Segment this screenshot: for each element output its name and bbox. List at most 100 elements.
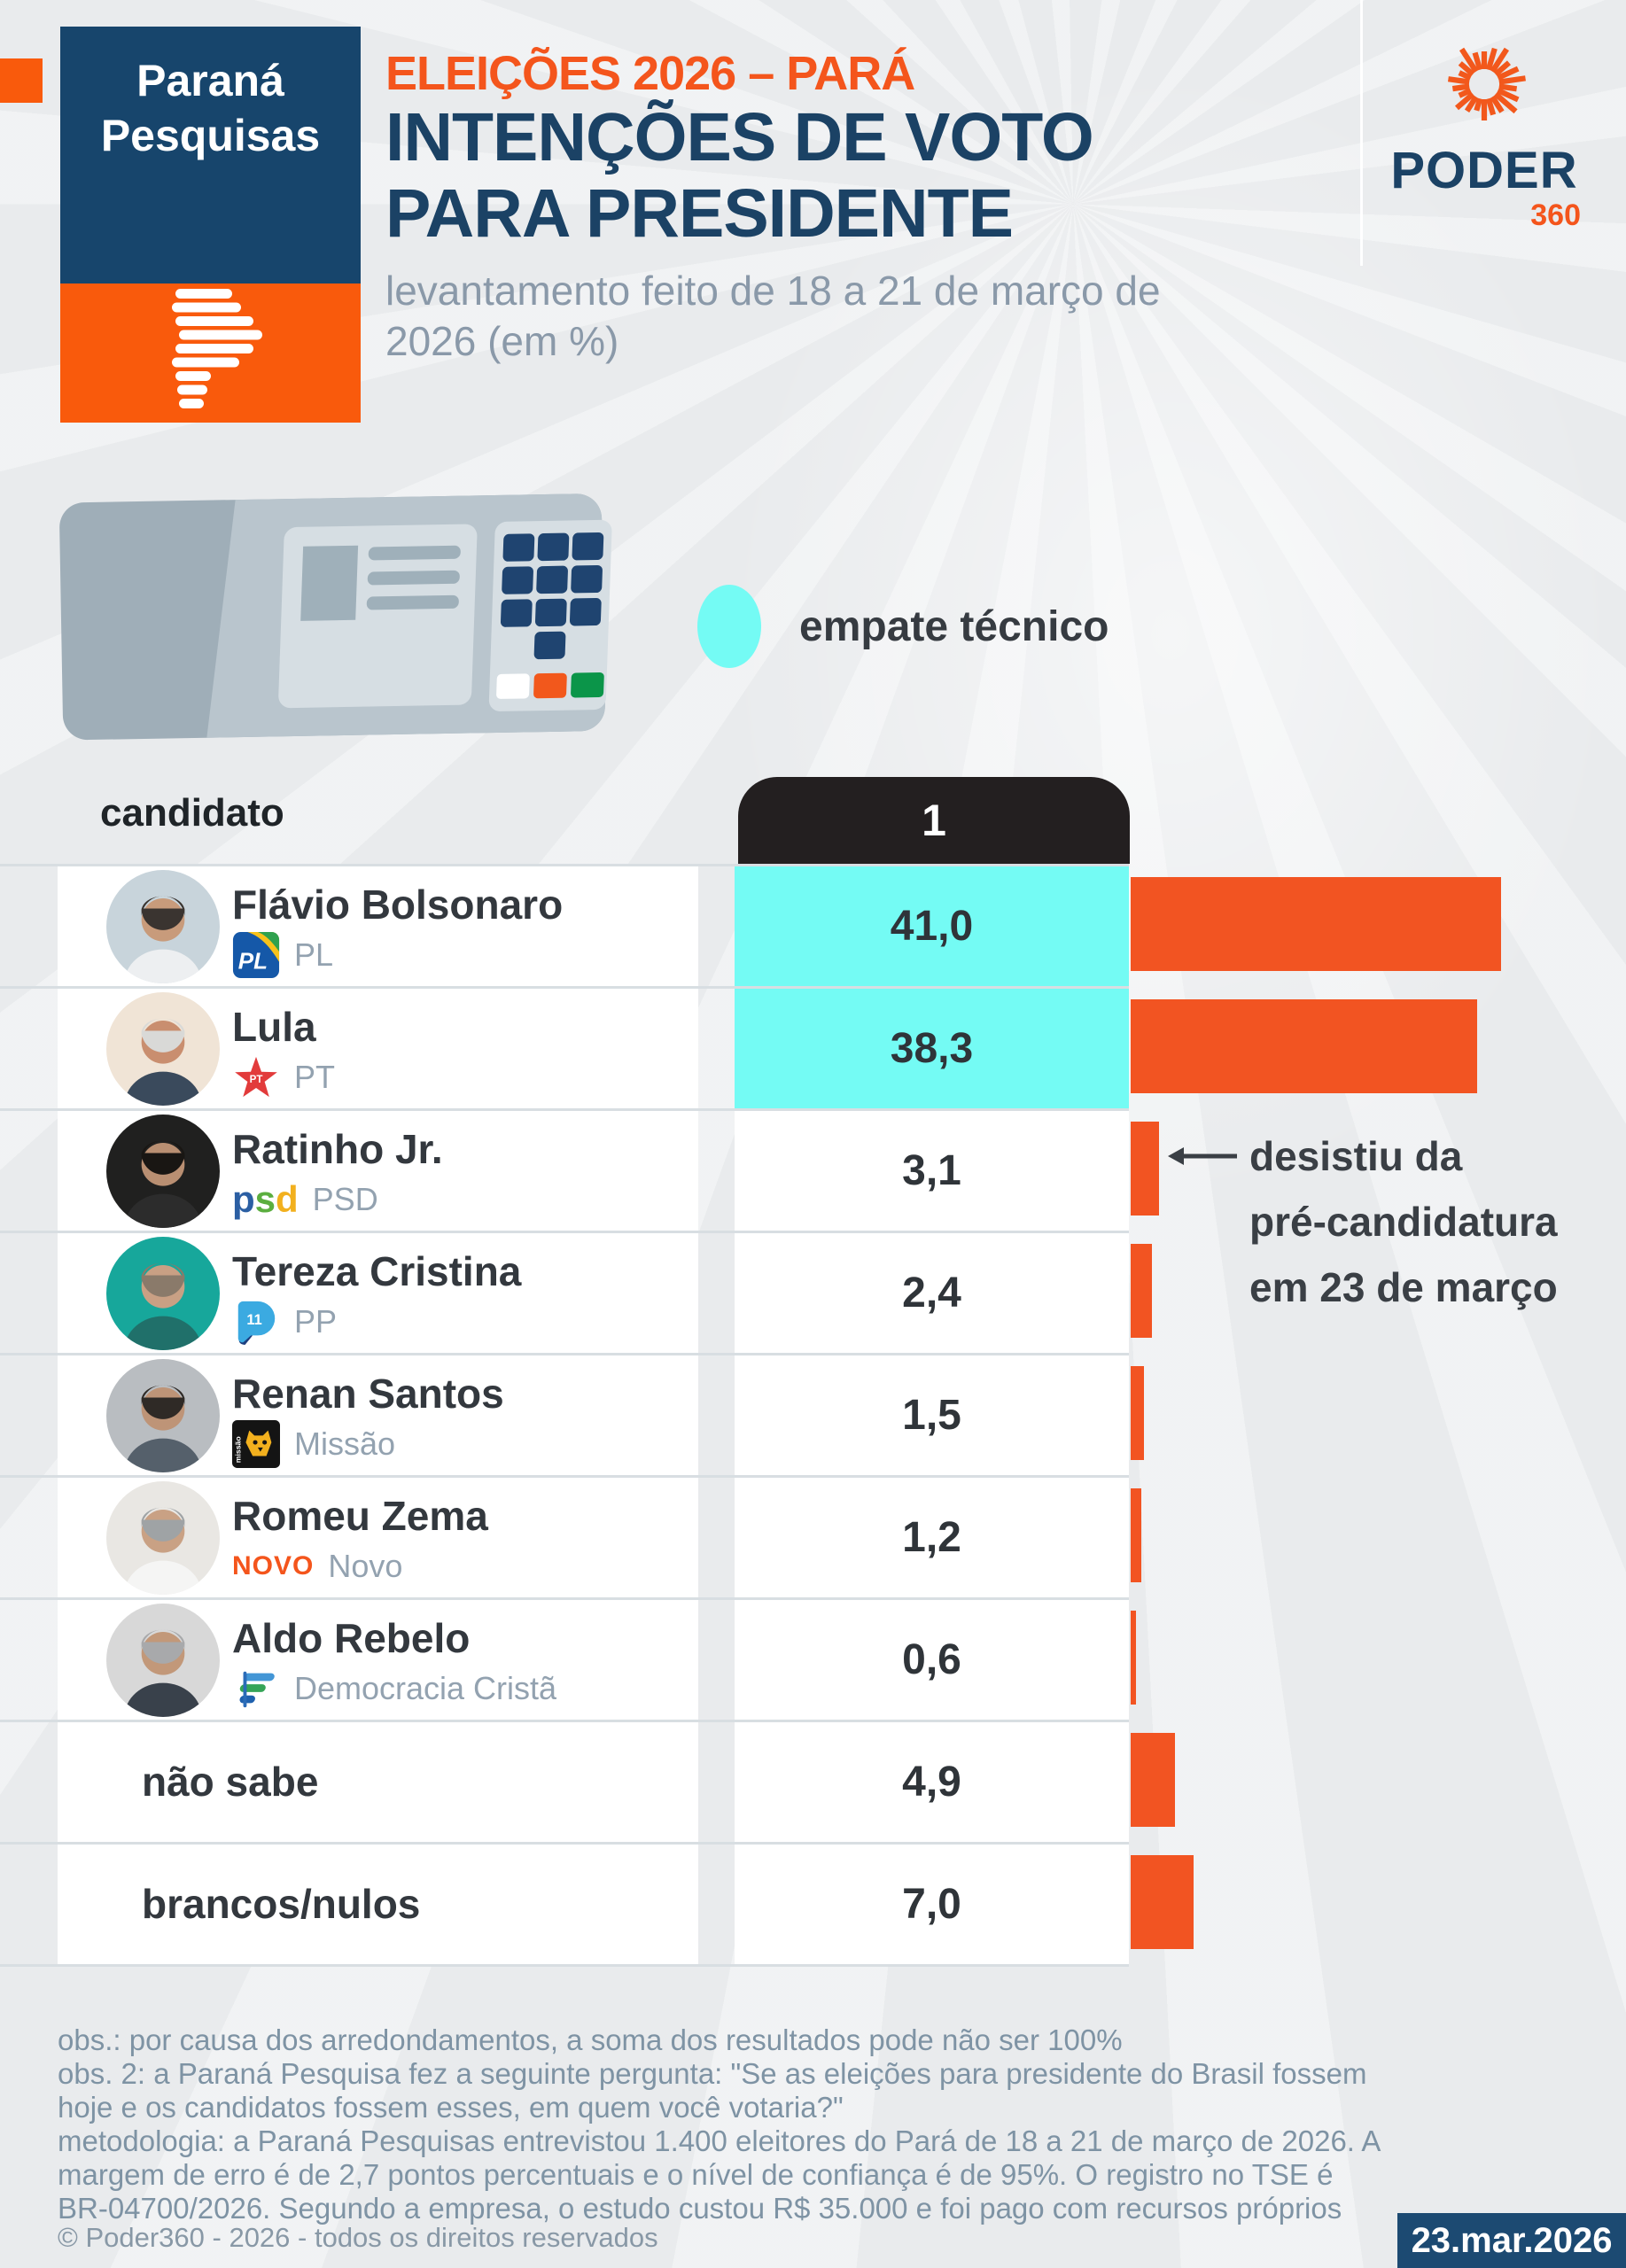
main-title-line1: INTENÇÕES DE VOTO — [385, 99, 1094, 175]
pp-party-logo-icon: 11 — [237, 1301, 276, 1346]
value-cell: 1,2 — [735, 1478, 1129, 1597]
value-cell: 4,9 — [735, 1722, 1129, 1842]
table-row: brancos/nulos 7,0 — [0, 1842, 1626, 1964]
svg-text:11: 11 — [246, 1312, 261, 1328]
main-title-line2: PARA PRESIDENTE — [385, 175, 1014, 252]
candidate-name: não sabe — [142, 1759, 319, 1805]
parana-p-logo-box — [60, 284, 361, 423]
candidate-name: Aldo Rebelo — [232, 1615, 471, 1661]
scenario-header-pill: 1 — [738, 777, 1130, 864]
candidate-photo — [106, 1604, 220, 1717]
candidate-cell: Lula PT PT — [58, 989, 698, 1108]
result-bar — [1131, 1122, 1159, 1216]
party-name: PT — [294, 1059, 336, 1095]
table-row: Romeu Zema NOVO Novo 1,2 — [0, 1475, 1626, 1597]
svg-text:PT: PT — [250, 1075, 263, 1085]
candidate-cell: Flávio Bolsonaro PL PL — [58, 866, 698, 986]
poll-value: 2,4 — [902, 1270, 961, 1317]
footnote-methodology: metodologia: a Paraná Pesquisas entrevis… — [58, 2124, 1380, 2225]
democracia-crista-logo-icon — [239, 1671, 275, 1708]
brand-line1: Paraná — [136, 56, 284, 105]
value-cell: 7,0 — [735, 1845, 1129, 1964]
poll-value: 3,1 — [902, 1147, 961, 1194]
parana-pesquisas-logo: Paraná Pesquisas — [60, 27, 361, 284]
party-name: Missão — [294, 1425, 396, 1462]
result-bar — [1131, 1733, 1175, 1827]
result-bar — [1131, 877, 1501, 971]
candidate-cell: brancos/nulos — [58, 1845, 698, 1964]
party-name: PL — [294, 936, 334, 973]
left-arrow-icon — [1168, 1147, 1237, 1165]
candidate-name: Tereza Cristina — [232, 1248, 522, 1294]
footnote-obs2: obs. 2: a Paraná Pesquisa fez a seguinte… — [58, 2057, 1367, 2124]
table-row: não sabe 4,9 — [0, 1720, 1626, 1842]
candidate-name: Flávio Bolsonaro — [232, 882, 564, 928]
party-line: psd PSD — [232, 1175, 378, 1224]
candidate-cell: Renan Santos missão Missão — [58, 1355, 698, 1475]
table-row: Lula PT PT 38,3 — [0, 986, 1626, 1108]
psd-party-logo-icon: psd — [232, 1178, 299, 1220]
date-badge-text: 23.mar.2026 — [1411, 2220, 1613, 2260]
value-cell: 41,0 — [735, 866, 1129, 986]
value-cell: 2,4 — [735, 1233, 1129, 1353]
party-name: Novo — [328, 1548, 403, 1584]
value-cell: 38,3 — [735, 989, 1129, 1108]
result-bar — [1131, 1244, 1152, 1338]
candidate-photo — [106, 1359, 220, 1472]
candidate-cell: Aldo Rebelo Democracia Cristã — [58, 1600, 698, 1720]
party-line: Democracia Cristã — [232, 1664, 556, 1713]
copyright-notice: © Poder360 - 2026 - todos os direitos re… — [58, 2222, 658, 2253]
poder-360-label: 360 — [1530, 198, 1581, 232]
result-bar — [1131, 1488, 1141, 1582]
footnote-obs: obs.: por causa dos arredondamentos, a s… — [58, 2023, 1123, 2056]
table-row: Aldo Rebelo Democracia Cristã 0,6 — [0, 1597, 1626, 1720]
result-bar — [1131, 1855, 1194, 1949]
candidate-cell: Tereza Cristina 11 PP — [58, 1233, 698, 1353]
candidate-name: brancos/nulos — [142, 1881, 421, 1927]
party-name: PP — [294, 1303, 338, 1340]
candidate-name: Romeu Zema — [232, 1493, 488, 1539]
candidate-photo — [106, 1115, 220, 1228]
party-line: PL PL — [232, 930, 333, 980]
candidate-photo — [106, 992, 220, 1106]
candidate-photo — [106, 870, 220, 983]
candidate-cell: Romeu Zema NOVO Novo — [58, 1478, 698, 1597]
parana-p-icon — [171, 288, 262, 408]
candidate-photo — [106, 1481, 220, 1595]
party-line: missão Missão — [232, 1419, 395, 1469]
header-divider-line — [1360, 0, 1363, 266]
accent-rectangle — [0, 58, 43, 103]
subtitle: levantamento feito de 18 a 21 de março d… — [385, 268, 1161, 364]
poder-wordmark: PODER — [1390, 142, 1578, 199]
poder360-logo: PODER 360 — [1365, 35, 1604, 233]
table-row: Tereza Cristina 11 PP 2,4 — [0, 1231, 1626, 1353]
poder360-sunburst-icon — [1447, 47, 1526, 120]
value-cell: 3,1 — [735, 1111, 1129, 1231]
voting-machine-icon — [59, 493, 612, 741]
missao-party-logo-icon: missão — [232, 1420, 280, 1468]
brand-line2: Pesquisas — [100, 111, 321, 160]
poll-value: 41,0 — [890, 903, 974, 950]
annotation-line2: pré-candidatura — [1249, 1199, 1558, 1245]
scenario-number: 1 — [922, 796, 946, 845]
poll-value: 7,0 — [902, 1881, 961, 1928]
party-line: PT PT — [232, 1052, 335, 1102]
candidate-name: Renan Santos — [232, 1371, 504, 1417]
party-line: 11 PP — [232, 1297, 337, 1347]
candidate-name: Lula — [232, 1004, 316, 1050]
pt-party-logo-icon: PT — [235, 1056, 277, 1098]
table-bottom-divider — [0, 1964, 1129, 1967]
poll-value: 0,6 — [902, 1636, 961, 1683]
candidate-photo — [106, 1237, 220, 1350]
tie-legend-dot — [697, 585, 761, 668]
party-line: NOVO Novo — [232, 1542, 402, 1591]
footnotes: obs.: por causa dos arredondamentos, a s… — [58, 2023, 1387, 2225]
candidate-cell: Ratinho Jr. psd PSD — [58, 1111, 698, 1231]
novo-party-logo-icon: NOVO — [232, 1551, 315, 1581]
annotation-line3: em 23 de março — [1249, 1264, 1558, 1310]
candidate-column-header: candidato — [100, 791, 284, 835]
result-bar — [1131, 999, 1477, 1093]
result-bar — [1131, 1611, 1136, 1705]
poll-value: 4,9 — [902, 1759, 961, 1806]
